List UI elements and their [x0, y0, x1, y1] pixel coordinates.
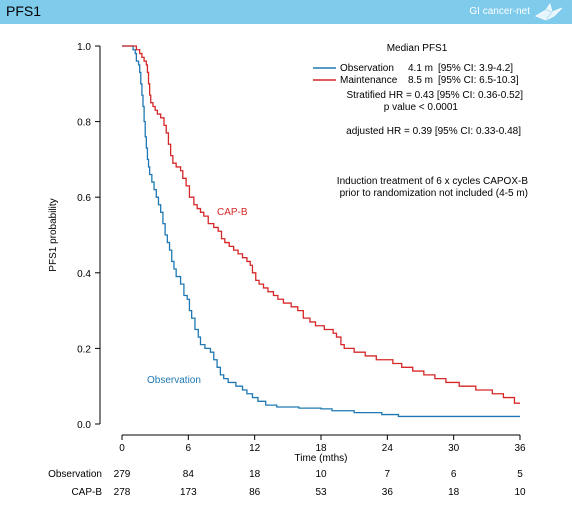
risk-table: Observation 279 84 18 10 7 6 5 CAP-B 278 173 86 53 36… [48, 469, 526, 498]
induction-note: Induction treatment of 6 x cycles CAPOX-… [337, 176, 529, 187]
x-tick-label: 36 [514, 443, 526, 454]
legend-title: Median PFS1 [387, 43, 448, 54]
risk-count: 10 [315, 469, 327, 480]
series-line-maintenance [122, 45, 520, 404]
y-tick-label: 1.0 [77, 42, 91, 53]
y-tick-label: 0.6 [77, 193, 91, 204]
x-tick-label: 30 [448, 443, 460, 454]
risk-count: 36 [382, 487, 394, 498]
survival-curves: CAP-B Observation [122, 45, 520, 418]
y-tick-label: 0.2 [77, 344, 91, 355]
legend-entry-name: Maintenance [340, 75, 398, 86]
risk-row-label: CAP-B [71, 487, 102, 498]
origami-crane-icon [535, 3, 563, 21]
risk-count: 6 [451, 469, 457, 480]
series-line-observation [122, 45, 520, 418]
risk-count: 10 [514, 487, 526, 498]
chart-axes: 0.0 0.2 0.4 0.6 0.8 1.0 0 6 12 18 24 30 36 Time (mths… [48, 42, 526, 464]
page-title: PFS1 [6, 3, 42, 19]
risk-count: 173 [180, 487, 197, 498]
brand-name: GI cancer-net [469, 6, 530, 17]
stratified-hr: Stratified HR = 0.43 [95% CI: 0.36-0.52] [347, 90, 524, 101]
header-bar: PFS1 GI cancer-net [0, 0, 572, 24]
legend-entry-median: 8.5 m [408, 75, 433, 86]
risk-count: 53 [315, 487, 327, 498]
risk-count: 18 [448, 487, 460, 498]
y-tick-label: 0.0 [77, 420, 91, 431]
x-tick-label: 6 [186, 443, 192, 454]
chart-legend: Median PFS1 Observation 4.1 m [95% CI: 3.9-… [313, 43, 528, 199]
risk-count: 5 [517, 469, 523, 480]
risk-count: 18 [249, 469, 261, 480]
y-axis-label: PFS1 probability [48, 198, 59, 271]
y-tick-label: 0.8 [77, 118, 91, 129]
x-tick-label: 24 [382, 443, 394, 454]
x-tick-label: 12 [249, 443, 261, 454]
x-tick-label: 0 [119, 443, 125, 454]
p-value: p value < 0.0001 [384, 102, 459, 113]
risk-count: 7 [385, 469, 391, 480]
legend-entry-ci: [95% CI: 3.9-4.2] [438, 63, 513, 74]
legend-entry-ci: [95% CI: 6.5-10.3] [438, 75, 519, 86]
y-tick-label: 0.4 [77, 269, 91, 280]
x-tick-label: 18 [315, 443, 327, 454]
curve-label-cap-b: CAP-B [217, 207, 248, 218]
legend-entry-name: Observation [340, 63, 394, 74]
induction-note: prior to randomization not included (4-5… [340, 188, 528, 199]
risk-count: 279 [114, 469, 131, 480]
risk-count: 278 [114, 487, 131, 498]
x-axis-label: Time (mths) [295, 453, 348, 464]
risk-count: 86 [249, 487, 261, 498]
curve-label-observation: Observation [147, 375, 201, 386]
legend-entry-median: 4.1 m [408, 63, 433, 74]
risk-count: 84 [183, 469, 195, 480]
risk-row-label: Observation [48, 469, 102, 480]
adjusted-hr: adjusted HR = 0.39 [95% CI: 0.33-0.48] [346, 126, 521, 137]
